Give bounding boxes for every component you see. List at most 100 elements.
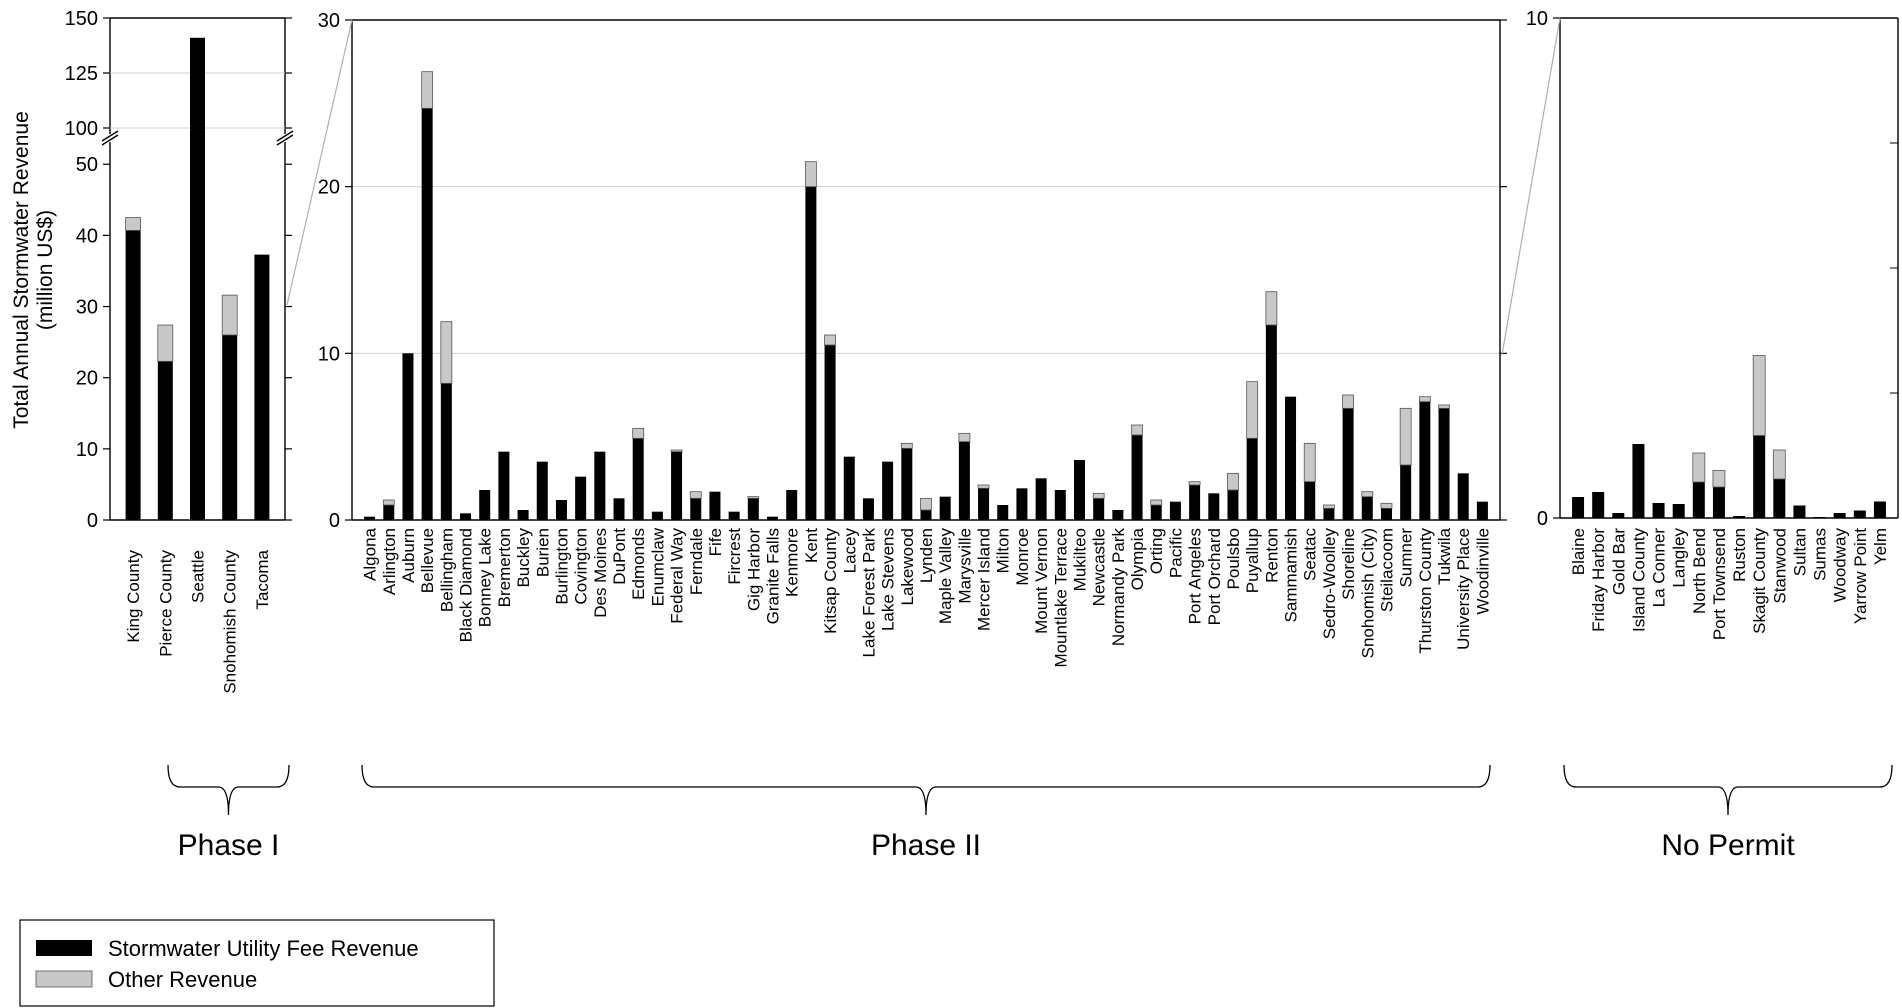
x-tick-label-marysville: Marysville [955,528,974,604]
bar-fee-federal-way [671,451,683,520]
x-tick-label-milton: Milton [994,528,1013,573]
x-tick-label-snohomish-city: Snohomish (City) [1358,528,1377,658]
bar-other-tukwila [1438,404,1450,409]
bar-other-marysville [958,432,971,443]
bar-fee-monroe [1016,488,1028,520]
x-tick-label-university-place: University Place [1454,528,1473,650]
bar-other-stanwood [1772,449,1786,480]
bar-fee-marysville [958,441,970,520]
x-tick-label-port-orchard: Port Orchard [1205,528,1224,625]
x-tick-label-bellingham: Bellingham [437,528,456,612]
bar-fee-seattle [190,37,205,521]
x-tick-label-langley: Langley [1670,528,1689,588]
x-tick-label-kent: Kent [802,528,821,563]
bar-fee-fircrest [728,511,740,520]
x-tick-label-mountlake-terrace: Mountlake Terrace [1051,528,1070,668]
x-tick-label-thurston-county: Thurston County [1416,528,1435,654]
x-tick-label-black-diamond: Black Diamond [457,528,476,642]
bar-fee-gold-bar [1612,513,1625,518]
bar-fee-orting [1150,505,1162,520]
bar-fee-auburn [402,353,414,520]
panel-no-permit-brace [1563,764,1893,816]
bar-fee-puyallup [1246,438,1258,520]
bar-fee-arlington [383,505,395,520]
x-tick-label-poulsbo: Poulsbo [1224,528,1243,589]
bar-other-sumner [1399,407,1412,466]
bar-fee-bellevue [421,108,433,520]
x-tick-label-skagit-county: Skagit County [1750,528,1769,634]
bar-other-sedro-woolley [1323,504,1335,509]
bar-fee-burlington [555,500,567,520]
bar-other-ferndale [689,491,702,499]
bar-fee-king-county [125,230,141,520]
bar-other-gig-harbor [747,496,760,499]
y-axis-title: Total Annual Stormwater Revenue (million… [10,111,57,429]
x-tick-label-seattle: Seattle [189,550,208,603]
bar-fee-black-diamond [460,513,472,520]
x-tick-label-sumas: Sumas [1811,528,1830,581]
x-tick-label-burien: Burien [533,528,552,577]
bar-fee-mercer-island [978,488,990,520]
panel-phase-i-y-tick-label: 50 [76,154,98,176]
x-tick-label-steilacoom: Steilacoom [1377,528,1396,612]
x-tick-label-monroe: Monroe [1013,528,1032,586]
bar-fee-tacoma [254,254,270,520]
bar-other-puyallup [1246,381,1259,439]
bar-fee-sumner [1400,465,1412,520]
bar-fee-friday-harbor [1592,492,1605,518]
y-axis-title-line2: (million US$) [34,210,57,330]
bar-other-seatac [1303,442,1316,483]
x-tick-label-des-moines: Des Moines [591,528,610,618]
bar-fee-des-moines [594,451,606,520]
bar-fee-kitsap-county [824,345,836,520]
x-tick-label-lake-forest-park: Lake Forest Park [859,528,878,658]
x-tick-label-bremerton: Bremerton [495,528,514,607]
bar-other-snohomish-city [1361,491,1374,498]
panel-phase-i-axis-break-mark [276,130,294,142]
panel-phase-i-y-tick-label: 30 [76,297,98,319]
bar-fee-yelm [1873,501,1886,518]
x-tick-label-enumclaw: Enumclaw [648,527,667,606]
y-axis-title-line1: Total Annual Stormwater Revenue [10,111,33,429]
bar-fee-seatac [1304,481,1316,520]
bar-fee-covington [575,476,587,520]
legend-box [19,919,495,1007]
bar-other-snohomish-county [221,294,238,336]
bar-fee-olympia [1131,435,1143,520]
bar-fee-kenmore [786,490,798,520]
bar-fee-snohomish-county [222,335,238,520]
panel-phase-ii-y-tick-label: 20 [318,177,340,199]
legend-swatch-fee [36,940,92,956]
bar-fee-thurston-county [1419,401,1431,520]
bar-other-arlington [382,499,395,506]
x-tick-label-fircrest: Fircrest [725,528,744,585]
x-tick-label-snohomish-county: Snohomish County [221,550,240,694]
x-tick-label-friday-harbor: Friday Harbor [1589,528,1608,632]
bar-fee-lakewood [901,448,913,520]
bar-fee-maple-valley [939,496,951,520]
x-tick-label-algona: Algona [361,527,380,580]
bar-fee-mountlake-terrace [1054,490,1066,520]
panel-phase-i-group-label: Phase I [178,829,280,862]
x-tick-label-shoreline: Shoreline [1339,528,1358,600]
bar-other-renton [1265,291,1278,326]
x-tick-label-woodway: Woodway [1831,528,1850,603]
x-tick-label-lacey: Lacey [840,528,859,574]
x-tick-label-stanwood: Stanwood [1770,528,1789,604]
x-tick-label-buckley: Buckley [514,528,533,588]
bar-fee-burien [536,461,548,520]
zoom-connector-line [1501,17,1561,356]
x-tick-label-yarrow-point: Yarrow Point [1851,528,1870,624]
x-tick-label-mount-vernon: Mount Vernon [1032,528,1051,634]
bar-other-lakewood [900,442,913,449]
bar-fee-skagit-county [1753,435,1766,518]
panel-phase-i-axis-break-mark [101,130,119,142]
bar-fee-enumclaw [651,511,663,520]
x-tick-label-dupont: DuPont [610,528,629,585]
bar-other-king-county [125,217,141,231]
bar-fee-woodway [1833,513,1846,518]
panel-phase-i-y-tick-label: 100 [65,118,98,140]
bar-fee-snohomish-city [1361,496,1373,520]
panel-phase-i-y-tick-label: 125 [65,63,98,85]
